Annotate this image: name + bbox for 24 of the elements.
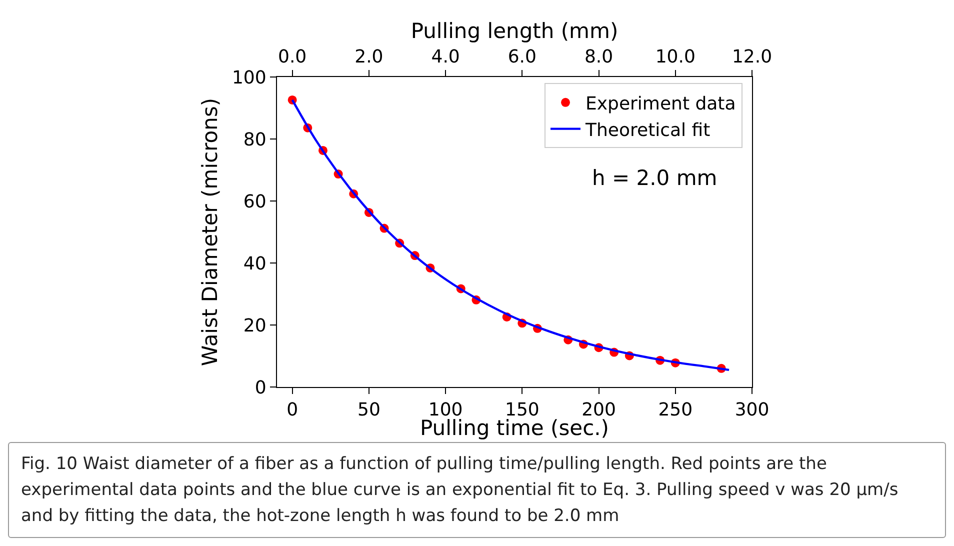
x2-tick-label: 2.0 bbox=[354, 46, 384, 68]
x2-tick-label: 4.0 bbox=[431, 46, 460, 68]
annotation: h = 2.0 mm bbox=[592, 166, 718, 190]
x2-tick-label: 8.0 bbox=[584, 46, 614, 68]
y-tick-label: 80 bbox=[243, 129, 266, 150]
y-tick-label: 40 bbox=[243, 253, 266, 274]
y-tick-label: 100 bbox=[232, 67, 266, 88]
y-tick-label: 60 bbox=[243, 191, 266, 212]
x-tick-label: 0 bbox=[286, 400, 298, 421]
x2-tick-label: 6.0 bbox=[508, 46, 536, 68]
caption: Fig. 10 Waist diameter of a fiber as a function of pulling time/pulling length. Red points are the experimental data points and the blue curve is an exponential fit to Eq. 3. Pulling speed v was 20 μm/s and by fitting the data, the hot-zone length h was found to be 2.0 mm bbox=[21, 453, 900, 528]
legend-label: Theoretical fit bbox=[584, 120, 710, 141]
y-tick-label: 20 bbox=[243, 315, 266, 336]
x2-tick-label: 0.0 bbox=[278, 46, 307, 68]
y-axis-title: Waist Diameter (microns) bbox=[198, 98, 222, 366]
x2-axis-title: Pulling length (mm) bbox=[410, 18, 618, 43]
x2-tick-label: 10.0 bbox=[655, 46, 696, 68]
x-tick-label: 250 bbox=[658, 400, 693, 421]
x2-tick-label: 12.0 bbox=[732, 46, 772, 68]
legend-label: Experiment data bbox=[586, 93, 736, 114]
x-tick-label: 300 bbox=[734, 400, 770, 421]
y-tick-label: 0 bbox=[254, 377, 266, 398]
x-tick-label: 50 bbox=[357, 400, 380, 421]
x-axis-title: Pulling time (sec.) bbox=[420, 416, 610, 440]
